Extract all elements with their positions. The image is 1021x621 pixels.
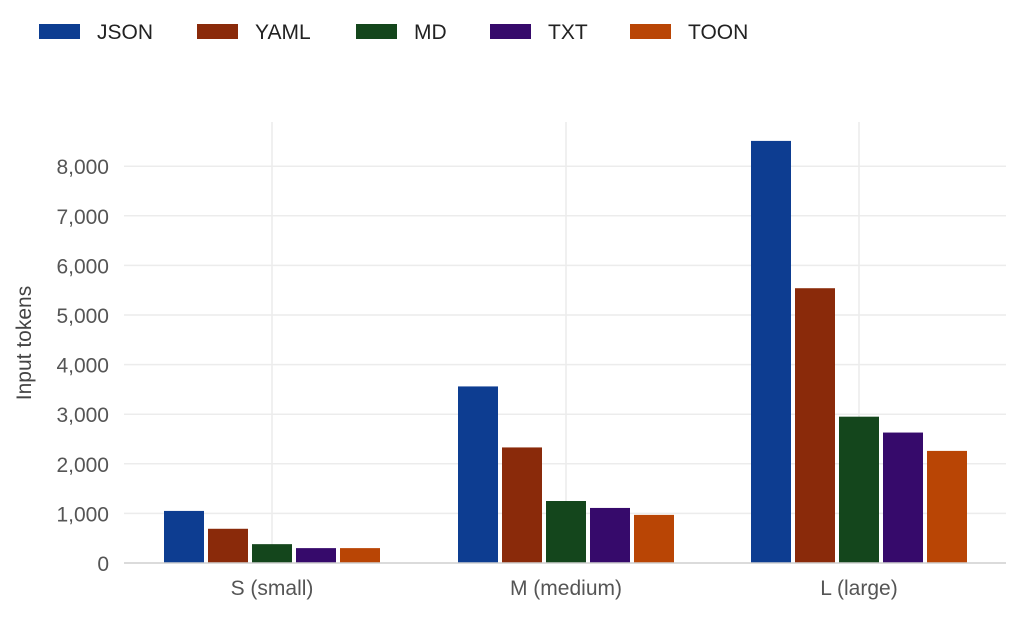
x-tick-label: M (medium): [510, 577, 622, 600]
legend-swatch: [356, 24, 397, 39]
y-tick-label: 5,000: [56, 305, 109, 328]
bar-json[interactable]: [751, 140, 791, 564]
legend-label: MD: [414, 21, 447, 44]
y-tick-label: 6,000: [56, 255, 109, 278]
bar-md[interactable]: [252, 544, 292, 563]
x-axis: S (small) M (medium) L (large): [124, 562, 1006, 600]
legend-item-toon[interactable]: TOON: [630, 21, 748, 44]
y-tick-label: 7,000: [56, 206, 109, 229]
legend-item-md[interactable]: MD: [356, 21, 447, 44]
bar-txt[interactable]: [590, 507, 630, 563]
x-tick-label: S (small): [231, 577, 314, 600]
legend: JSON YAML MD TXT TOON: [39, 21, 748, 44]
legend-label: TOON: [688, 21, 748, 44]
bar-json[interactable]: [458, 386, 498, 563]
bar-txt[interactable]: [296, 548, 336, 563]
legend-item-json[interactable]: JSON: [39, 21, 153, 44]
bars: [164, 140, 967, 564]
category-group: [164, 510, 380, 563]
y-axis-title: Input tokens: [13, 286, 36, 400]
legend-label: YAML: [255, 21, 311, 44]
category-group: [458, 386, 674, 563]
y-axis: 0 1,000 2,000 3,000 4,000 5,000 6,000 7,000 8,00…: [56, 156, 109, 576]
x-tick-label: L (large): [820, 577, 897, 600]
legend-swatch: [197, 24, 238, 39]
grid: [124, 122, 1006, 563]
legend-label: TXT: [548, 21, 588, 44]
legend-item-yaml[interactable]: YAML: [197, 21, 311, 44]
y-tick-label: 3,000: [56, 404, 109, 427]
bar-yaml[interactable]: [208, 528, 248, 563]
bar-yaml[interactable]: [502, 447, 542, 563]
bar-txt[interactable]: [883, 432, 923, 563]
legend-label: JSON: [97, 21, 153, 44]
bar-toon[interactable]: [927, 450, 967, 563]
bar-toon[interactable]: [634, 514, 674, 563]
bar-yaml[interactable]: [795, 288, 835, 563]
y-tick-label: 0: [97, 553, 109, 576]
y-tick-label: 2,000: [56, 454, 109, 477]
y-tick-label: 4,000: [56, 355, 109, 378]
bar-toon[interactable]: [340, 548, 380, 563]
category-group: [751, 140, 967, 564]
legend-swatch: [490, 24, 531, 39]
legend-swatch: [630, 24, 671, 39]
bar-md[interactable]: [839, 416, 879, 563]
y-tick-label: 8,000: [56, 156, 109, 179]
legend-item-txt[interactable]: TXT: [490, 21, 588, 44]
legend-swatch: [39, 24, 80, 39]
y-tick-label: 1,000: [56, 503, 109, 526]
bar-md[interactable]: [546, 501, 586, 563]
bar-json[interactable]: [164, 510, 204, 563]
